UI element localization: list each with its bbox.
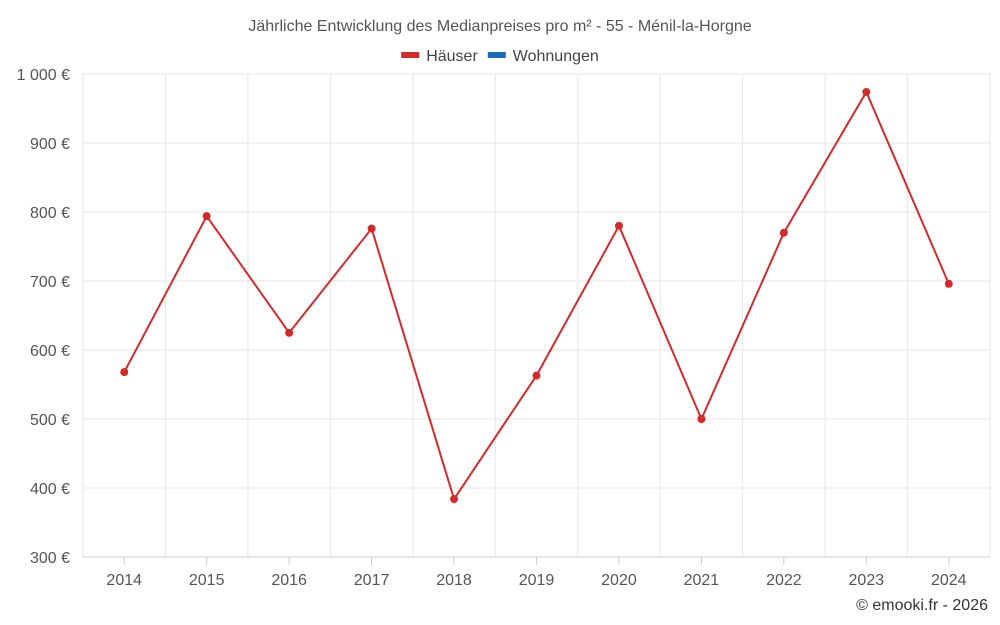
- x-tick-label: 2022: [766, 572, 802, 589]
- y-tick-label: 300 €: [30, 550, 70, 567]
- data-point[interactable]: [532, 371, 541, 380]
- data-point[interactable]: [202, 212, 211, 221]
- x-tick-label: 2020: [601, 572, 637, 589]
- legend-swatch[interactable]: [487, 52, 506, 58]
- x-axis: 2014 2015 2016 2017 2018 2019 2020 2021 2022 2023…: [83, 556, 990, 589]
- chart-title: Jährliche Entwicklung des Medianpreises …: [248, 18, 751, 35]
- data-point[interactable]: [367, 224, 376, 233]
- y-tick-label: 1 000 €: [17, 67, 70, 84]
- x-tick-label: 2017: [354, 572, 390, 589]
- y-tick-label: 600 €: [30, 343, 70, 360]
- x-tick-label: 2021: [684, 572, 720, 589]
- legend: Häuser Wohnungen: [401, 48, 599, 65]
- y-tick-label: 400 €: [30, 481, 70, 498]
- data-point[interactable]: [944, 279, 953, 288]
- y-tick-label: 900 €: [30, 136, 70, 153]
- x-tick-label: 2016: [271, 572, 307, 589]
- x-tick-label: 2015: [189, 572, 225, 589]
- legend-label[interactable]: Häuser: [426, 48, 478, 65]
- data-point[interactable]: [120, 368, 129, 377]
- data-point[interactable]: [697, 415, 706, 423]
- x-tick-label: 2018: [436, 572, 472, 589]
- data-point[interactable]: [285, 328, 294, 337]
- series-layer: [120, 87, 953, 504]
- credit-text: © emooki.fr - 2026: [856, 597, 988, 614]
- y-tick-label: 800 €: [30, 205, 70, 222]
- legend-swatch[interactable]: [401, 52, 420, 58]
- legend-label[interactable]: Wohnungen: [513, 48, 599, 65]
- y-axis: 300 € 400 € 500 € 600 € 700 € 800 € 900 € 1 000…: [17, 67, 70, 567]
- x-tick-label: 2019: [519, 572, 555, 589]
- grid: [82, 73, 991, 558]
- data-point[interactable]: [614, 221, 623, 230]
- x-tick-label: 2014: [106, 572, 142, 589]
- y-tick-label: 500 €: [30, 412, 70, 429]
- data-point[interactable]: [779, 228, 788, 237]
- data-point[interactable]: [862, 87, 871, 96]
- x-tick-label: 2023: [849, 572, 885, 589]
- x-tick-label: 2024: [931, 572, 967, 589]
- data-point[interactable]: [450, 495, 459, 504]
- y-tick-label: 700 €: [30, 274, 70, 291]
